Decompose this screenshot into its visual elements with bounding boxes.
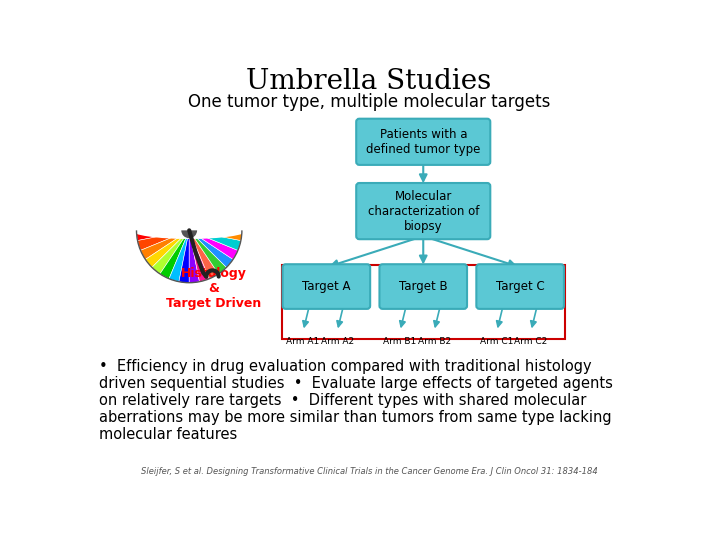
- Text: •  Efficiency in drug evaluation compared with traditional histology: • Efficiency in drug evaluation compared…: [99, 359, 592, 374]
- Text: Sleijfer, S et al. Designing Transformative Clinical Trials in the Cancer Genome: Sleijfer, S et al. Designing Transformat…: [140, 467, 598, 476]
- FancyBboxPatch shape: [477, 264, 564, 309]
- Text: Arm C2: Arm C2: [514, 336, 548, 346]
- Wedge shape: [138, 231, 189, 251]
- Text: Target A: Target A: [302, 280, 351, 293]
- Ellipse shape: [131, 222, 247, 239]
- Text: Target C: Target C: [496, 280, 544, 293]
- Text: aberrations may be more similar than tumors from same type lacking: aberrations may be more similar than tum…: [99, 410, 612, 425]
- Text: One tumor type, multiple molecular targets: One tumor type, multiple molecular targe…: [188, 93, 550, 111]
- Wedge shape: [145, 231, 189, 267]
- Text: Target B: Target B: [399, 280, 448, 293]
- Text: on relatively rare targets  •  Different types with shared molecular: on relatively rare targets • Different t…: [99, 393, 587, 408]
- FancyBboxPatch shape: [282, 264, 370, 309]
- Text: Arm C1: Arm C1: [480, 336, 513, 346]
- FancyBboxPatch shape: [356, 119, 490, 165]
- Text: Arm B2: Arm B2: [418, 336, 451, 346]
- Wedge shape: [169, 231, 189, 282]
- Text: Arm A1: Arm A1: [287, 336, 320, 346]
- Wedge shape: [189, 231, 242, 240]
- Text: Histology
&
Target Driven: Histology & Target Driven: [166, 267, 261, 309]
- Wedge shape: [189, 231, 238, 259]
- Wedge shape: [189, 231, 218, 279]
- Wedge shape: [140, 231, 189, 259]
- Wedge shape: [160, 231, 189, 279]
- Text: Molecular
characterization of
biopsy: Molecular characterization of biopsy: [368, 190, 479, 233]
- Text: Umbrella Studies: Umbrella Studies: [246, 68, 492, 95]
- Text: Arm A2: Arm A2: [320, 336, 354, 346]
- Wedge shape: [137, 231, 189, 240]
- Wedge shape: [189, 231, 210, 282]
- Wedge shape: [152, 231, 189, 274]
- Text: driven sequential studies  •  Evaluate large effects of targeted agents: driven sequential studies • Evaluate lar…: [99, 376, 613, 391]
- Wedge shape: [189, 231, 199, 283]
- Text: Patients with a
defined tumor type: Patients with a defined tumor type: [366, 128, 480, 156]
- Text: molecular features: molecular features: [99, 427, 238, 442]
- Wedge shape: [181, 231, 197, 238]
- FancyBboxPatch shape: [379, 264, 467, 309]
- Text: Arm B1: Arm B1: [383, 336, 417, 346]
- Wedge shape: [189, 231, 233, 267]
- Bar: [282, 265, 565, 339]
- Wedge shape: [189, 231, 241, 251]
- FancyBboxPatch shape: [356, 183, 490, 239]
- Wedge shape: [189, 231, 227, 274]
- Wedge shape: [179, 231, 189, 283]
